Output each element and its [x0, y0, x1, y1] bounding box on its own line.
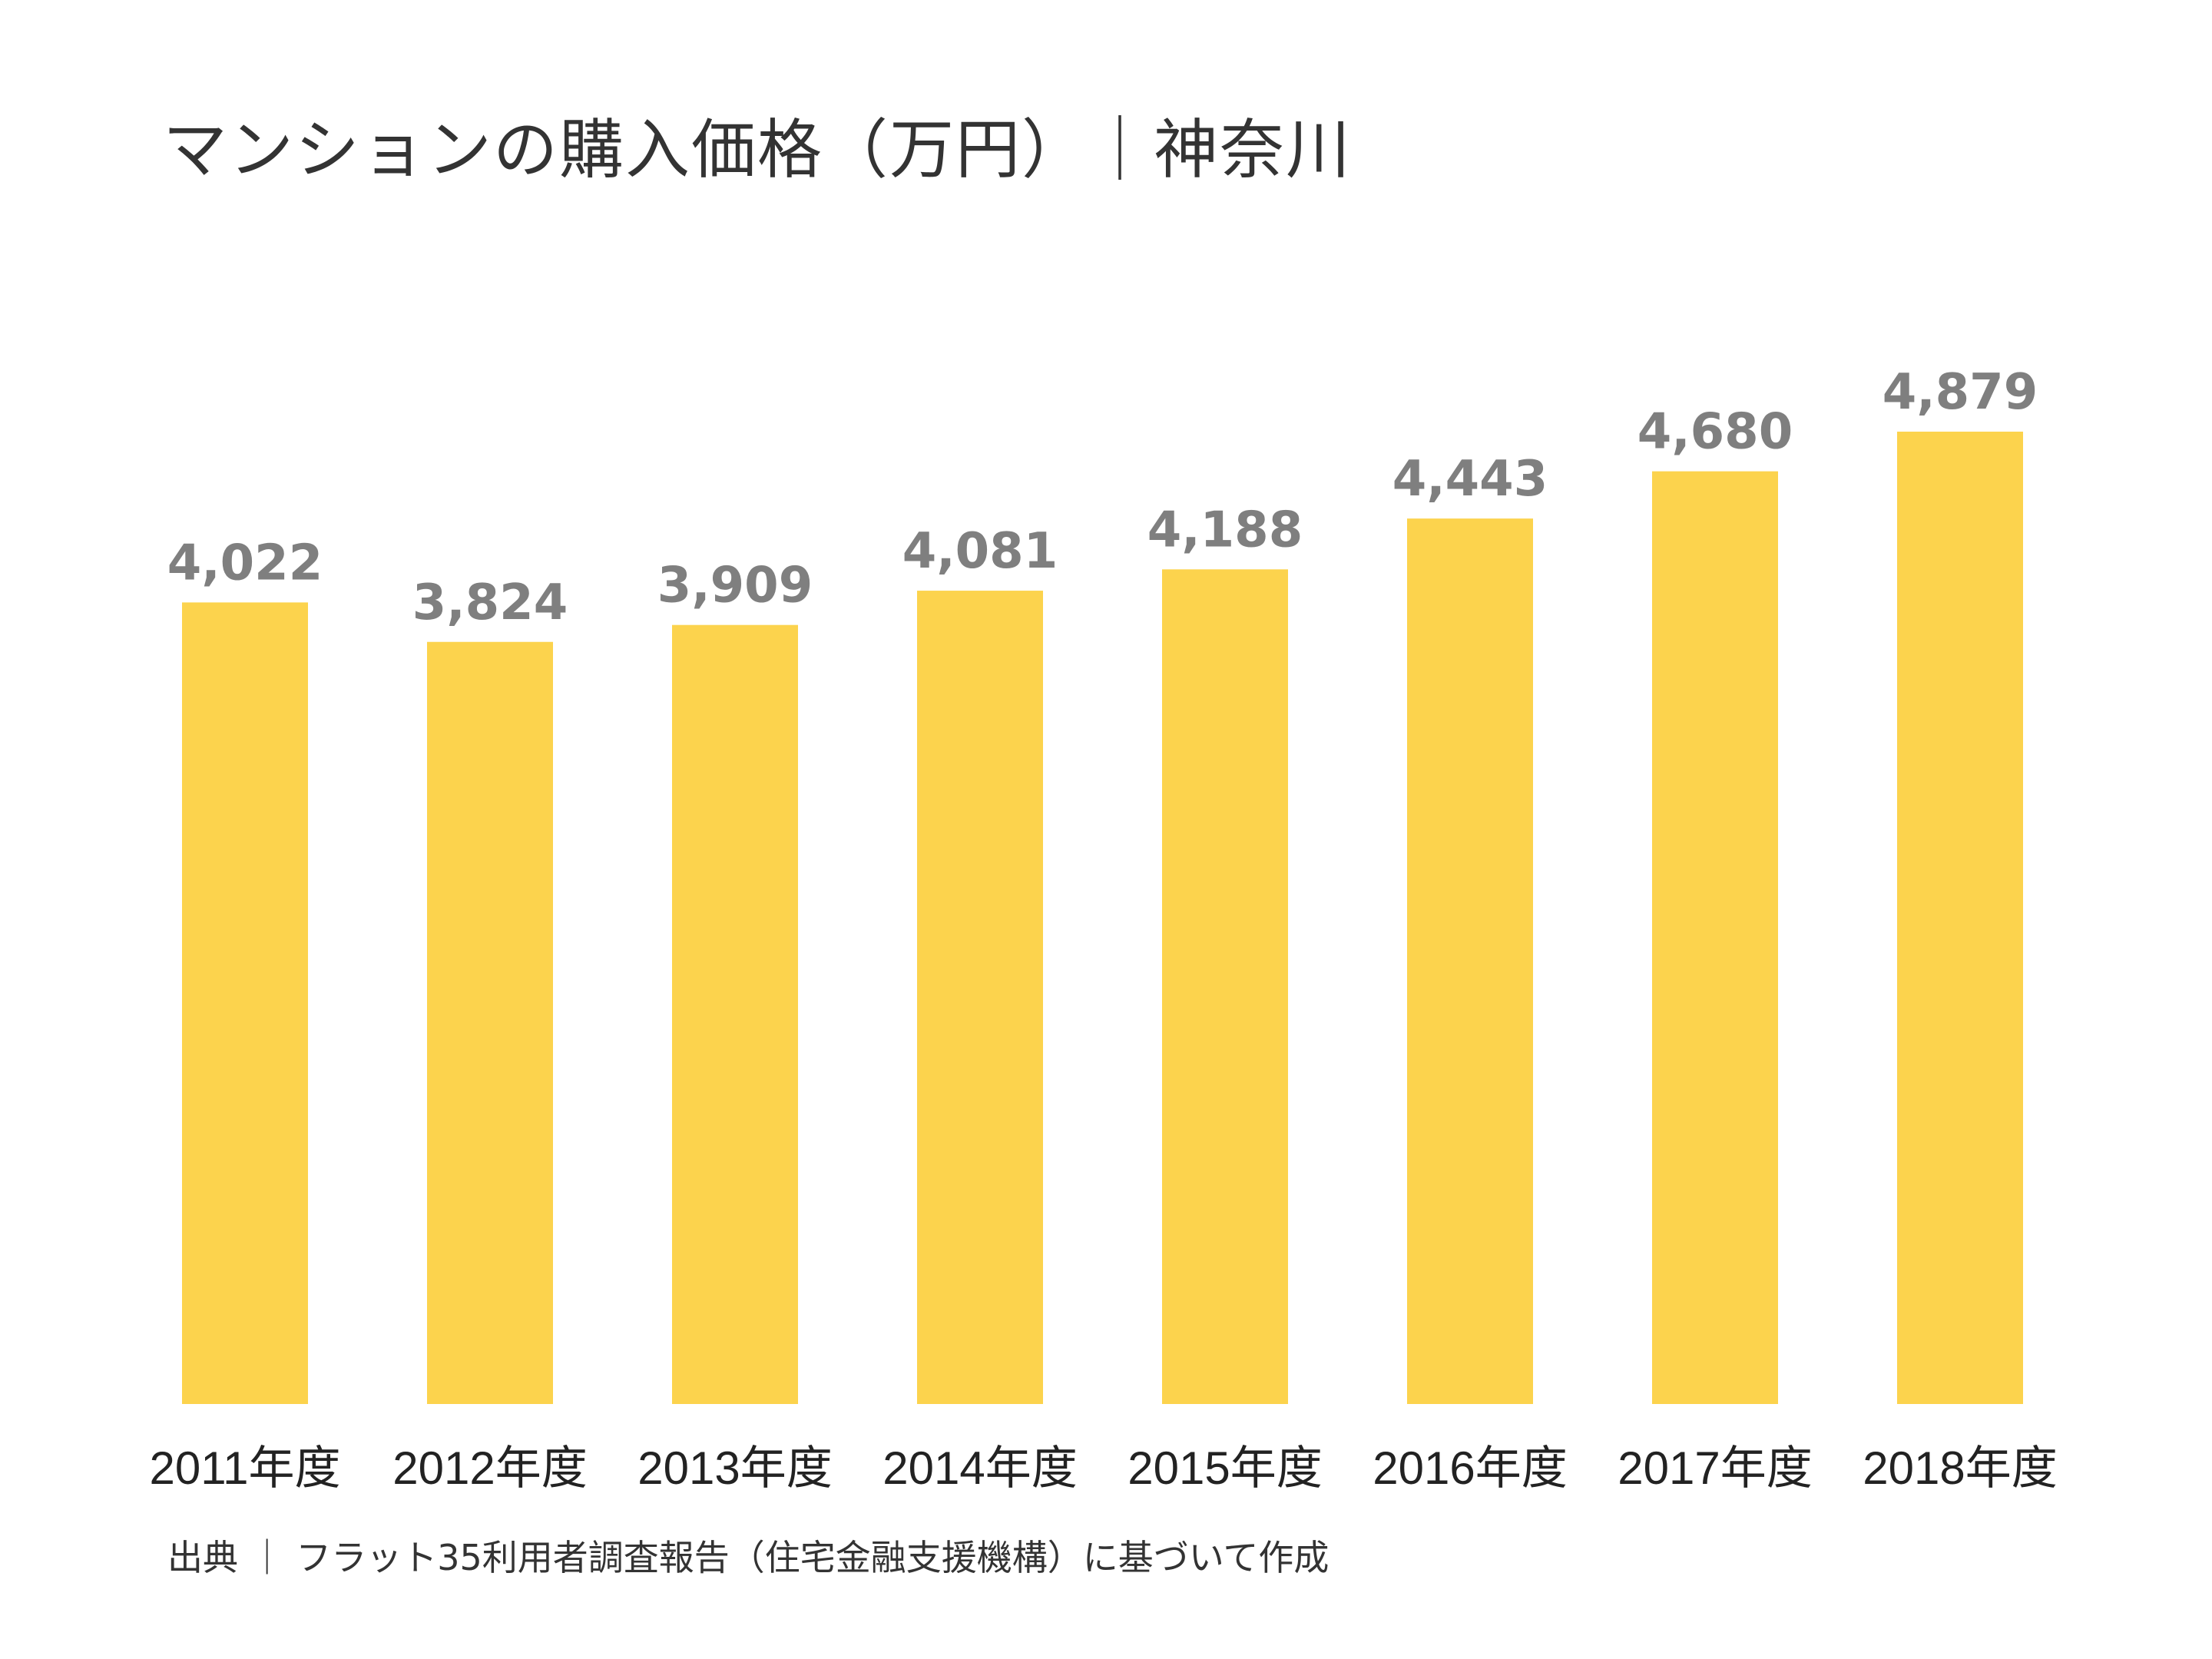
value-labels-layer: 4,022 3,824 3,909 4,081 4,188 4,443 4,680 4,879: [167, 364, 2038, 631]
value-label-2018年度: 4,879: [1883, 364, 2038, 421]
bars-layer: [182, 432, 2023, 1405]
x-tick-label-2013年度: 2013年度: [637, 1442, 832, 1494]
bar-2016年度: [1407, 518, 1533, 1404]
x-tick-label-2018年度: 2018年度: [1863, 1442, 2057, 1494]
value-label-2012年度: 3,824: [412, 575, 568, 631]
x-tick-label-2016年度: 2016年度: [1373, 1442, 1567, 1494]
bar-2015年度: [1162, 569, 1288, 1404]
x-tick-label-2014年度: 2014年度: [882, 1442, 1077, 1494]
bar-2018年度: [1897, 432, 2023, 1404]
x-tick-label-2017年度: 2017年度: [1618, 1442, 1812, 1494]
value-label-2017年度: 4,680: [1637, 404, 1793, 461]
value-label-2013年度: 3,909: [657, 558, 813, 614]
bar-2011年度: [182, 602, 308, 1405]
x-axis-ticks: 2011年度 2012年度 2013年度 2014年度 2015年度 2016年度 2017…: [149, 1442, 2057, 1494]
x-tick-label-2011年度: 2011年度: [149, 1442, 340, 1494]
x-tick-label-2012年度: 2012年度: [392, 1442, 587, 1494]
chart-source-note: 出典 ｜ フラット35利用者調査報告（住宅金融支援機構）に基づいて作成: [167, 1537, 1330, 1578]
value-label-2011年度: 4,022: [167, 535, 323, 591]
value-label-2015年度: 4,188: [1147, 502, 1303, 558]
bar-2013年度: [672, 624, 798, 1404]
bar-2017年度: [1652, 471, 1778, 1404]
value-label-2016年度: 4,443: [1392, 451, 1548, 508]
x-tick-label-2015年度: 2015年度: [1128, 1442, 1322, 1494]
bar-2012年度: [427, 641, 553, 1404]
value-label-2014年度: 4,081: [902, 523, 1058, 580]
chart-title: マンションの購入価格（万円）｜神奈川: [163, 112, 1353, 187]
bar-2014年度: [917, 591, 1043, 1404]
